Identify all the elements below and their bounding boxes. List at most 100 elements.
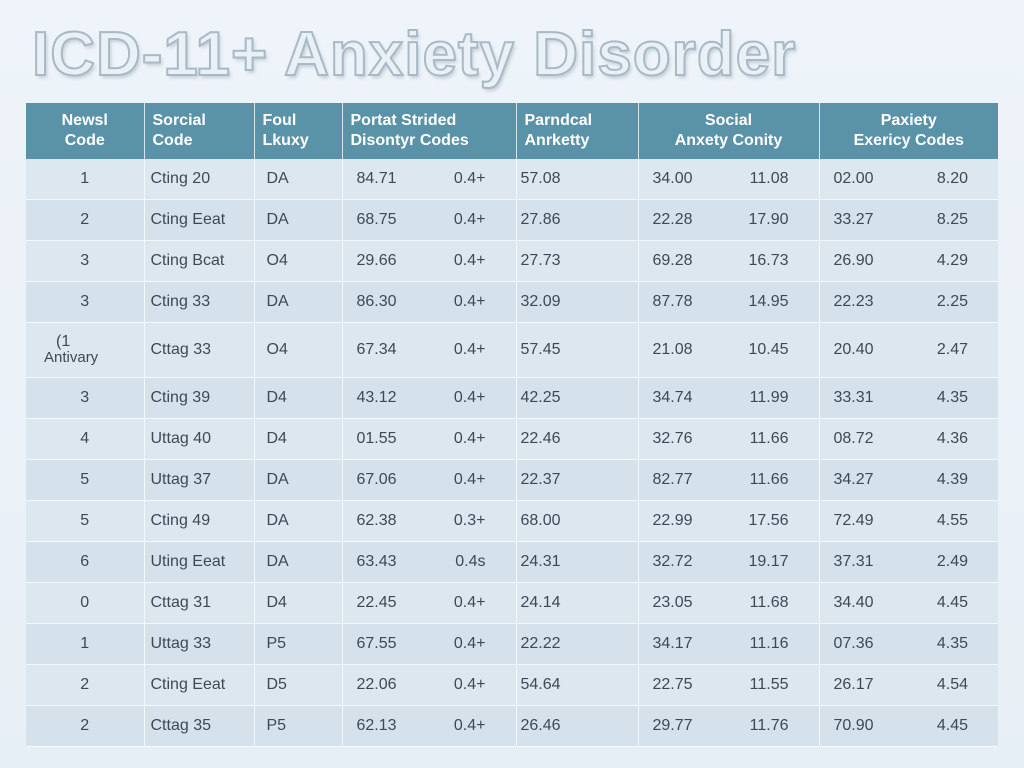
- parndcal-cell: 42.25: [516, 377, 639, 419]
- column-header-paxiety[interactable]: Paxiety Exericy Codes: [819, 103, 998, 159]
- value: 23.05: [652, 594, 693, 611]
- value: 14.95: [748, 293, 789, 310]
- value: 26.90: [833, 252, 874, 269]
- name-cell: Uttag 40: [144, 418, 255, 460]
- paxiety-cell: 22.23 2.25: [819, 281, 998, 323]
- table-row[interactable]: 0 Cttag 31 D4 22.45 0.4+ 24.14 23.05 11.68 34.40…: [26, 582, 998, 624]
- column-header-sorcial-code[interactable]: Sorcial Code: [144, 103, 255, 159]
- value: 22.75: [652, 676, 693, 693]
- value: 29.66: [356, 252, 397, 269]
- value-pair: 37.31 2.49: [828, 553, 991, 571]
- value: 0.3+: [453, 512, 486, 529]
- value: 11.66: [749, 430, 789, 447]
- social-cell: 22.75 11.55: [638, 664, 820, 706]
- value: 4.39: [936, 471, 968, 488]
- column-header-social[interactable]: Social Anxety Conity: [638, 103, 820, 159]
- column-header-newsl-code[interactable]: Newsl Code: [26, 103, 145, 159]
- value: 68.75: [356, 211, 397, 228]
- table-row[interactable]: 5 Uttag 37 DA 67.06 0.4+ 22.37 82.77 11.66 34.27…: [26, 459, 998, 501]
- value: 34.74: [652, 389, 693, 406]
- value-pair: 22.23 2.25: [828, 293, 991, 311]
- value: 72.49: [833, 512, 874, 529]
- name-cell: Cting 39: [144, 377, 255, 419]
- family-cell: D4: [254, 377, 343, 419]
- paxiety-cell: 20.40 2.47: [819, 322, 998, 378]
- table-row[interactable]: 3 Cting Bcat O4 29.66 0.4+ 27.73 69.28 16.73 26.…: [26, 240, 998, 282]
- social-cell: 32.76 11.66: [638, 418, 820, 460]
- value: 0.4+: [453, 252, 486, 269]
- family-cell: DA: [254, 500, 343, 542]
- portat-cell: 29.66 0.4+: [342, 240, 517, 282]
- family-cell: DA: [254, 281, 343, 323]
- header-line: Social: [704, 112, 753, 129]
- value: 87.78: [652, 293, 693, 310]
- code-cell: 3: [26, 240, 145, 282]
- code-cell: 2: [26, 705, 145, 747]
- paxiety-cell: 34.27 4.39: [819, 459, 998, 501]
- column-header-parndcal[interactable]: Parndcal Anrketty: [516, 103, 639, 159]
- portat-cell: 01.55 0.4+: [342, 418, 517, 460]
- value: 22.28: [652, 211, 693, 228]
- parndcal-cell: 68.00: [516, 500, 639, 542]
- portat-cell: 67.06 0.4+: [342, 459, 517, 501]
- family-cell: D5: [254, 664, 343, 706]
- table-row[interactable]: 3 Cting 39 D4 43.12 0.4+ 42.25 34.74 11.99 33.31…: [26, 377, 998, 419]
- value-pair: 26.90 4.29: [828, 252, 991, 270]
- table-row[interactable]: 6 Uting Eeat DA 63.43 0.4s 24.31 32.72 19.17 37.…: [26, 541, 998, 583]
- value: 11.66: [749, 471, 789, 488]
- parndcal-cell: 26.46: [516, 705, 639, 747]
- value: 4.29: [936, 252, 968, 269]
- column-header-foul-lkuxy[interactable]: Foul Lkuxy: [254, 103, 343, 159]
- portat-cell: 86.30 0.4+: [342, 281, 517, 323]
- social-cell: 23.05 11.68: [638, 582, 820, 624]
- table-row[interactable]: 2 Cting Eeat D5 22.06 0.4+ 54.64 22.75 11.55 26.…: [26, 664, 998, 706]
- value-pair: 70.90 4.45: [828, 717, 991, 735]
- header-line: Exericy Codes: [853, 132, 964, 149]
- family-cell: P5: [254, 705, 343, 747]
- value: 67.34: [356, 341, 397, 358]
- column-header-portat-strided[interactable]: Portat Strided Disontyr Codes: [342, 103, 517, 159]
- paxiety-cell: 26.90 4.29: [819, 240, 998, 282]
- social-cell: 34.74 11.99: [638, 377, 820, 419]
- value: 69.28: [652, 252, 693, 269]
- parndcal-cell: 27.73: [516, 240, 639, 282]
- paxiety-cell: 07.36 4.35: [819, 623, 998, 665]
- value-pair: 22.06 0.4+: [351, 676, 508, 694]
- value: 32.72: [652, 553, 693, 570]
- codes-table: Newsl Code Sorcial Code Foul Lkuxy Porta…: [26, 103, 998, 747]
- value: 4.45: [936, 717, 968, 734]
- paxiety-cell: 33.27 8.25: [819, 199, 998, 241]
- value-pair: 07.36 4.35: [828, 635, 991, 653]
- value: 4.54: [936, 676, 968, 693]
- paxiety-cell: 34.40 4.45: [819, 582, 998, 624]
- social-cell: 29.77 11.76: [638, 705, 820, 747]
- portat-cell: 63.43 0.4s: [342, 541, 517, 583]
- table-row[interactable]: 2 Cttag 35 P5 62.13 0.4+ 26.46 29.77 11.76 70.90…: [26, 705, 998, 747]
- table-row[interactable]: (1 Antivary Cttag 33 O4 67.34 0.4+ 57.45 21.08 1…: [26, 322, 998, 378]
- value-pair: 26.17 4.54: [828, 676, 991, 694]
- value-pair: 08.72 4.36: [828, 430, 991, 448]
- paxiety-cell: 72.49 4.55: [819, 500, 998, 542]
- table-row[interactable]: 2 Cting Eeat DA 68.75 0.4+ 27.86 22.28 17.90 33.…: [26, 199, 998, 241]
- value: 11.08: [749, 170, 789, 187]
- value: 33.31: [833, 389, 874, 406]
- value-pair: 32.76 11.66: [647, 430, 811, 448]
- value: 37.31: [833, 553, 874, 570]
- social-cell: 32.72 19.17: [638, 541, 820, 583]
- table-row[interactable]: 5 Cting 49 DA 62.38 0.3+ 68.00 22.99 17.56 72.49…: [26, 500, 998, 542]
- parndcal-cell: 57.45: [516, 322, 639, 378]
- value: 67.06: [356, 471, 397, 488]
- table-row[interactable]: 1 Uttag 33 P5 67.55 0.4+ 22.22 34.17 11.16 07.36…: [26, 623, 998, 665]
- value: 4.35: [936, 389, 968, 406]
- family-cell: DA: [254, 541, 343, 583]
- value: 62.38: [356, 512, 397, 529]
- name-cell: Cting Bcat: [144, 240, 255, 282]
- value-pair: 32.72 19.17: [647, 553, 811, 571]
- table-row[interactable]: 1 Cting 20 DA 84.71 0.4+ 57.08 34.00 11.08 02.00…: [26, 159, 998, 200]
- value: 19.17: [748, 553, 789, 570]
- table-row[interactable]: 3 Cting 33 DA 86.30 0.4+ 32.09 87.78 14.95 22.23…: [26, 281, 998, 323]
- family-cell: O4: [254, 322, 343, 378]
- table-row[interactable]: 4 Uttag 40 D4 01.55 0.4+ 22.46 32.76 11.66 08.72…: [26, 418, 998, 460]
- name-cell: Uting Eeat: [144, 541, 255, 583]
- portat-cell: 43.12 0.4+: [342, 377, 517, 419]
